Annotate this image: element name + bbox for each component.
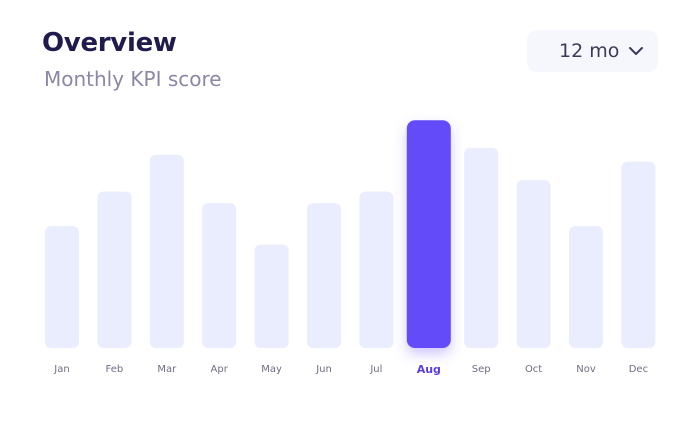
x-tick-label-may: May [261, 364, 282, 375]
x-tick-label-jul: Jul [369, 364, 382, 375]
chevron-down-icon [629, 47, 643, 55]
page-subtitle: Monthly KPI score [44, 67, 222, 91]
bar-nov[interactable] [569, 226, 603, 348]
bar-mar[interactable] [149, 154, 184, 348]
range-select-value: 12 mo [559, 40, 620, 62]
bar-feb[interactable] [97, 191, 132, 348]
x-tick-label-sep: Sep [472, 364, 491, 375]
x-tick-label-dec: Dec [629, 364, 648, 375]
x-tick-label-oct: Oct [525, 364, 542, 375]
x-tick-label-jun: Jun [315, 364, 332, 375]
bar-oct[interactable] [516, 180, 551, 348]
bar-sep[interactable] [464, 147, 499, 348]
x-tick-label-apr: Apr [211, 364, 229, 375]
bar-may[interactable] [254, 244, 289, 349]
x-tick-label-mar: Mar [157, 364, 177, 375]
bar-jan[interactable] [45, 226, 79, 348]
x-tick-label-nov: Nov [576, 364, 596, 375]
x-tick-label-jan: Jan [53, 364, 69, 375]
bar-jul[interactable] [359, 191, 394, 348]
bar-jun[interactable] [307, 203, 341, 348]
x-tick-label-aug: Aug [417, 363, 441, 376]
bar-aug[interactable] [406, 120, 451, 348]
x-tick-label-feb: Feb [106, 364, 124, 375]
bar-apr[interactable] [202, 203, 237, 348]
page-title: Overview [42, 28, 177, 58]
range-select[interactable]: 12 mo [527, 30, 658, 72]
bar-dec[interactable] [621, 161, 656, 348]
